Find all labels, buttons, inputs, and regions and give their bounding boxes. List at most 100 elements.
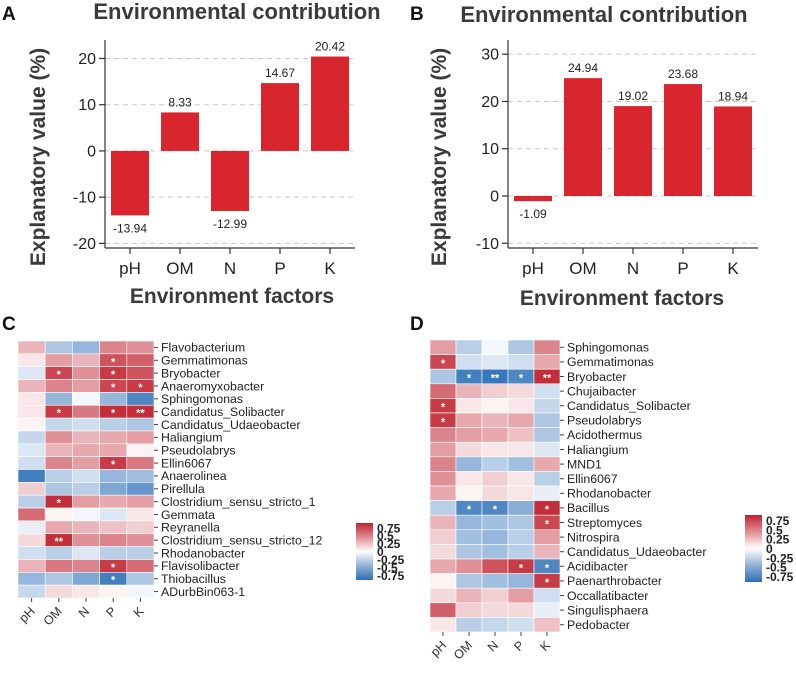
heatmap-c-cell <box>44 417 73 432</box>
heatmap-d-cell <box>481 558 509 574</box>
heatmap-c-cells: ** ** ** * ******** <box>17 340 155 599</box>
heatmap-c-cell <box>99 392 128 406</box>
chart-a-bar <box>161 112 199 151</box>
heatmap-d-col-label: N <box>485 638 501 654</box>
heatmap-c-cell <box>126 366 155 380</box>
heatmap-d-cell <box>455 427 483 443</box>
heatmap-c-cell <box>44 379 73 393</box>
heatmap-c-cell <box>99 482 128 496</box>
heatmap-c-cell <box>44 430 73 445</box>
heatmap-c-cell <box>72 469 100 483</box>
heatmap-d-sig-mark: * <box>441 416 446 428</box>
heatmap-d-cell <box>429 500 457 516</box>
heatmap-d-row-label: Chujaibacter <box>567 384 636 398</box>
heatmap-c-row-label: Thiobacillus <box>161 572 226 586</box>
chart-b-bars: -1.09 24.94 19.02 23.68 18.94 <box>514 61 752 221</box>
heatmap-d-cell <box>507 485 535 501</box>
heatmap-c-cell <box>72 584 100 599</box>
chart-b-xtick-label: OM <box>569 259 596 278</box>
chart-a-ytick-label: -20 <box>73 236 96 253</box>
heatmap-d-cell <box>455 617 483 633</box>
heatmap-c-cell <box>99 417 128 432</box>
heatmap-c-row-label: Rhodanobacter <box>161 546 245 560</box>
heatmap-d-legend-label: 0.75 <box>766 514 790 528</box>
heatmap-c-col-label: K <box>131 604 147 620</box>
heatmap-c-cell <box>17 533 46 547</box>
heatmap-c-row-label: Gemmatimonas <box>161 354 248 368</box>
heatmap-c-cell <box>72 353 100 368</box>
heatmap-d-cell <box>507 529 535 545</box>
chart-a-ylabel: Explanatory value (%) <box>27 48 50 266</box>
chart-b-ylabel: Explanatory value (%) <box>428 48 451 266</box>
heatmap-d-cell <box>533 427 561 443</box>
heatmap-c-cell <box>126 559 155 573</box>
heatmap-d-cell <box>533 471 561 487</box>
heatmap-d-cell <box>507 427 535 443</box>
heatmap-c-cell <box>17 430 46 445</box>
heatmap-d-cell <box>455 441 483 458</box>
heatmap-d-cell <box>481 514 509 531</box>
heatmap-c-cell <box>72 417 100 432</box>
panel-letter-c: C <box>2 314 16 335</box>
chart-a-bar <box>111 150 149 216</box>
heatmap-d-cell <box>481 485 509 501</box>
heatmap-c-cell <box>44 392 73 406</box>
heatmap-d-cell <box>533 587 561 604</box>
heatmap-c-cell <box>126 469 155 483</box>
heatmap-c-cell <box>44 520 73 535</box>
heatmap-c-row-label: Bryobacter <box>161 366 220 380</box>
chart-a-value-label: 14.67 <box>265 66 295 80</box>
heatmap-c-cell <box>72 430 100 445</box>
heatmap-c-cell <box>17 417 46 432</box>
heatmap-c-sig-mark: * <box>111 356 116 368</box>
heatmap-d-legend-label: 0.25 <box>766 533 790 547</box>
heatmap-d-legend-label: 0 <box>766 542 773 556</box>
chart-b-value-label: 19.02 <box>618 89 648 103</box>
heatmap-c-cell <box>72 559 100 573</box>
heatmap-d-cell <box>533 544 561 560</box>
heatmap-d-legend-label: -0.5 <box>766 561 787 575</box>
bar-chart-a: Environmental contribution Explanatory v… <box>27 0 381 308</box>
heatmap-c-sig-mark: * <box>111 562 116 574</box>
heatmap-c-cell <box>72 482 100 496</box>
heatmap-d-cell <box>429 587 457 604</box>
heatmap-c-row-label: Ellin6067 <box>161 456 212 470</box>
heatmap-d-cell <box>455 529 483 545</box>
heatmap-d-row-label: Bacillus <box>567 501 609 515</box>
heatmap-c-cell <box>44 353 73 368</box>
heatmap-c-legend-label: -0.25 <box>377 553 405 567</box>
heatmap-c-cell <box>72 392 100 406</box>
chart-b-value-label: 23.68 <box>668 67 698 81</box>
heatmap-d-cell <box>455 398 483 414</box>
chart-a-axes: -20 -10 0 10 20 pH OM N P K <box>73 40 355 278</box>
heatmap-d-cell <box>533 354 561 370</box>
heatmap-c-cell <box>99 469 128 483</box>
heatmap-d-cell <box>429 471 457 487</box>
heatmap-c-cell <box>17 559 46 573</box>
heatmap-d-row-label: Haliangium <box>567 443 629 457</box>
heatmap-d-cell <box>481 573 509 589</box>
heatmap-d-row-label: Candidatus_Udaeobacter <box>567 545 706 559</box>
heatmap-d-sig-mark: * <box>519 562 524 574</box>
chart-b-bar <box>514 196 552 202</box>
heatmap-d-cell <box>455 471 483 487</box>
heatmap-d-cell <box>429 368 457 385</box>
chart-b-ytick-label: -10 <box>476 236 499 253</box>
heatmap-c-cell <box>17 456 46 470</box>
heatmap-d-cell <box>533 441 561 458</box>
chart-a-bar <box>211 150 249 211</box>
heatmap-c-col-label: P <box>104 604 120 620</box>
bar-chart-b: Environmental contribution Explanatory v… <box>428 2 758 310</box>
heatmap-c-sig-mark: * <box>111 575 116 587</box>
heatmap-c-row-label: Reyranella <box>161 521 220 535</box>
chart-a-ytick-label: 20 <box>78 51 96 68</box>
heatmap-d-cell <box>533 485 561 501</box>
heatmap-d-cell <box>455 587 483 604</box>
heatmap-c-row-label: Clostridium_sensu_stricto_1 <box>161 495 316 509</box>
heatmap-d-cell <box>507 456 535 472</box>
heatmap-c-legend-label: 0.75 <box>377 521 401 535</box>
heatmap-d-labels: SphingomonasGemmatimonasBryobacterChujai… <box>428 341 707 663</box>
heatmap-d-cell <box>429 573 457 589</box>
heatmap-d-cell <box>455 602 483 618</box>
chart-a-value-label: 20.42 <box>315 40 345 54</box>
